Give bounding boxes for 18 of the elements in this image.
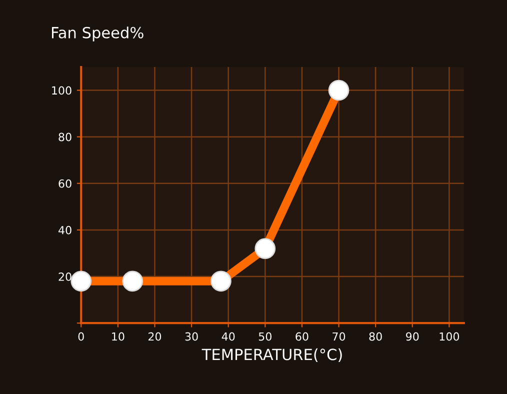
y-axis-title: Fan Speed% <box>52 26 144 42</box>
x-tick-label: 100 <box>440 332 460 341</box>
x-tick-label: 80 <box>369 332 382 341</box>
y-tick-label: 60 <box>58 179 72 188</box>
y-tick-label: 80 <box>58 132 72 142</box>
x-tick-label: 40 <box>222 332 235 341</box>
x-tick-label: 0 <box>78 332 84 341</box>
x-tick-label: 70 <box>332 332 346 341</box>
x-tick-label: 10 <box>112 332 124 341</box>
y-tick-label: 20 <box>58 272 72 281</box>
x-axis-title: TEMPERATURE(°C) <box>202 348 342 362</box>
x-tick-label: 60 <box>296 332 308 341</box>
y-tick-label: 100 <box>52 86 72 95</box>
y-tick-label: 40 <box>58 226 72 234</box>
x-tick-label: 50 <box>258 332 272 341</box>
x-tick-label: 30 <box>185 332 198 341</box>
x-tick-label: 90 <box>406 332 419 341</box>
x-tick-label: 20 <box>148 332 162 341</box>
